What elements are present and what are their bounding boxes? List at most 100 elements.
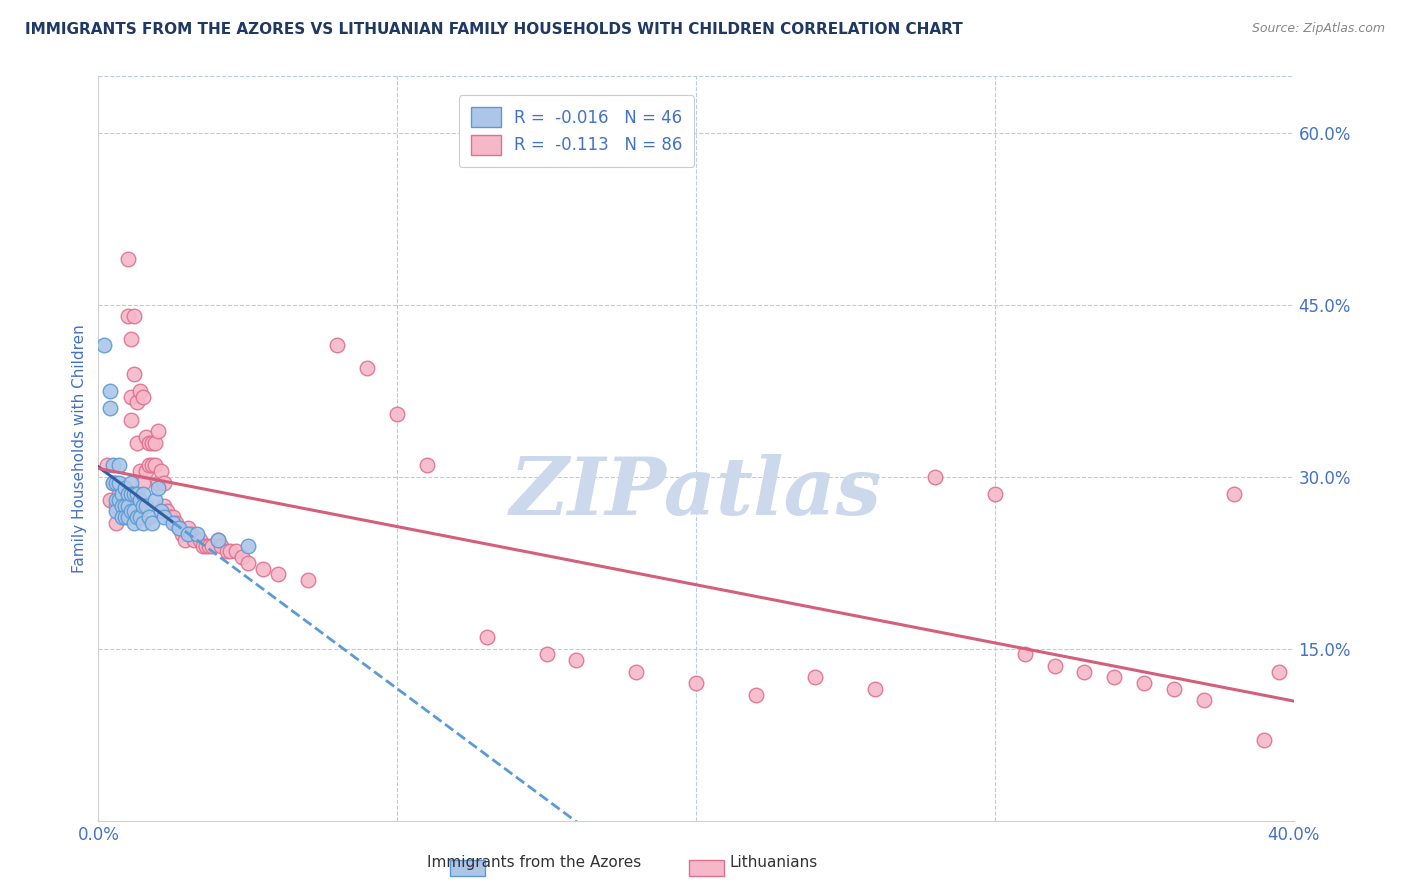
- Point: [129, 384, 152, 398]
- Point: [127, 395, 149, 409]
- Legend: R =  -0.016   N = 46, R =  -0.113   N = 86: R = -0.016 N = 46, R = -0.113 N = 86: [458, 95, 695, 167]
- Point: [745, 688, 768, 702]
- Point: [150, 504, 173, 518]
- Point: [356, 361, 378, 376]
- Text: ZIPatlas: ZIPatlas: [510, 454, 882, 532]
- Point: [120, 332, 142, 346]
- Point: [132, 475, 155, 490]
- Point: [103, 475, 125, 490]
- Point: [183, 533, 205, 547]
- Point: [132, 516, 155, 530]
- Point: [207, 533, 229, 547]
- Point: [148, 481, 170, 495]
- Point: [117, 310, 139, 324]
- Point: [236, 539, 259, 553]
- Point: [141, 435, 163, 450]
- Point: [105, 499, 128, 513]
- Point: [1267, 665, 1289, 679]
- Point: [132, 487, 155, 501]
- Point: [153, 510, 176, 524]
- Point: [124, 516, 146, 530]
- Point: [98, 384, 122, 398]
- Point: [117, 487, 139, 501]
- Point: [215, 544, 238, 558]
- Point: [536, 648, 558, 662]
- Point: [156, 504, 179, 518]
- Point: [138, 458, 160, 473]
- Point: [114, 481, 136, 495]
- Point: [120, 504, 142, 518]
- Point: [209, 539, 232, 553]
- Point: [236, 556, 259, 570]
- Point: [114, 499, 136, 513]
- Point: [117, 252, 139, 267]
- Point: [225, 544, 247, 558]
- Point: [120, 390, 142, 404]
- Y-axis label: Family Households with Children: Family Households with Children: [72, 324, 87, 573]
- Point: [120, 475, 142, 490]
- Point: [120, 487, 142, 501]
- Point: [117, 510, 139, 524]
- Point: [117, 499, 139, 513]
- Point: [132, 499, 155, 513]
- Point: [114, 481, 136, 495]
- Point: [127, 487, 149, 501]
- Point: [172, 527, 194, 541]
- Point: [135, 430, 157, 444]
- Point: [162, 516, 184, 530]
- Point: [1043, 659, 1066, 673]
- Point: [143, 435, 166, 450]
- Point: [96, 458, 118, 473]
- Point: [1253, 733, 1275, 747]
- Point: [153, 475, 176, 490]
- Point: [1223, 487, 1246, 501]
- Point: [120, 412, 142, 426]
- Point: [135, 499, 157, 513]
- Point: [165, 516, 187, 530]
- Point: [252, 561, 274, 575]
- Point: [105, 492, 128, 507]
- Point: [153, 499, 176, 513]
- Point: [150, 464, 173, 478]
- Point: [159, 510, 181, 524]
- Point: [162, 510, 184, 524]
- Point: [132, 390, 155, 404]
- Point: [141, 516, 163, 530]
- Point: [191, 539, 214, 553]
- Point: [138, 435, 160, 450]
- Point: [188, 533, 211, 547]
- Text: Source: ZipAtlas.com: Source: ZipAtlas.com: [1251, 22, 1385, 36]
- Point: [127, 435, 149, 450]
- Point: [103, 475, 125, 490]
- Point: [685, 676, 707, 690]
- Point: [177, 527, 200, 541]
- Point: [475, 630, 498, 644]
- Point: [103, 458, 125, 473]
- Point: [105, 516, 128, 530]
- Point: [129, 464, 152, 478]
- Point: [132, 499, 155, 513]
- Point: [127, 510, 149, 524]
- Point: [267, 567, 290, 582]
- Point: [111, 499, 134, 513]
- Point: [174, 533, 197, 547]
- Point: [219, 544, 242, 558]
- Point: [105, 475, 128, 490]
- Point: [124, 504, 146, 518]
- Text: IMMIGRANTS FROM THE AZORES VS LITHUANIAN FAMILY HOUSEHOLDS WITH CHILDREN CORRELA: IMMIGRANTS FROM THE AZORES VS LITHUANIAN…: [25, 22, 963, 37]
- Point: [180, 527, 202, 541]
- Point: [167, 521, 190, 535]
- Point: [129, 510, 152, 524]
- Point: [93, 338, 115, 352]
- Point: [984, 487, 1007, 501]
- Point: [1073, 665, 1095, 679]
- Point: [108, 487, 131, 501]
- Point: [105, 504, 128, 518]
- Point: [143, 458, 166, 473]
- Point: [135, 464, 157, 478]
- Point: [177, 521, 200, 535]
- Point: [148, 475, 170, 490]
- Point: [138, 510, 160, 524]
- Point: [626, 665, 648, 679]
- Point: [326, 338, 349, 352]
